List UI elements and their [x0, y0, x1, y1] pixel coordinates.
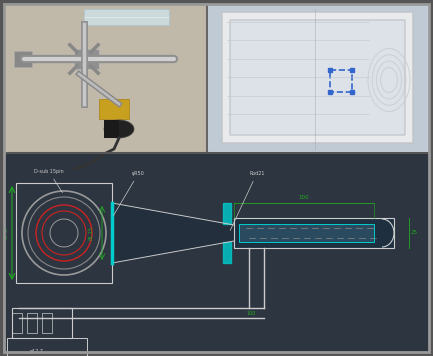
Text: 100: 100 [246, 311, 256, 316]
Bar [104, 120, 119, 138]
Bar [234, 218, 394, 248]
Bar [239, 224, 374, 242]
Bar [207, 4, 429, 153]
Bar [330, 70, 352, 92]
Bar [7, 338, 87, 356]
FancyBboxPatch shape [230, 20, 405, 135]
Text: φ12.7: φ12.7 [30, 349, 44, 354]
Text: 67.5: 67.5 [4, 227, 9, 239]
Text: φR50: φR50 [113, 171, 145, 216]
Bar [12, 313, 22, 333]
FancyBboxPatch shape [222, 12, 413, 143]
Bar [12, 308, 72, 338]
Polygon shape [223, 242, 231, 263]
Bar [84, 9, 169, 25]
Text: Rod21: Rod21 [230, 171, 265, 230]
Text: 25: 25 [411, 230, 418, 236]
Polygon shape [112, 203, 234, 263]
Bar [14, 51, 32, 67]
Bar [5, 5, 206, 152]
Bar [4, 4, 207, 153]
Bar [4, 153, 429, 352]
Ellipse shape [104, 120, 134, 138]
Bar [42, 313, 52, 333]
Bar [209, 6, 427, 151]
Text: D-sub 15pin: D-sub 15pin [34, 169, 64, 193]
Bar [99, 99, 129, 119]
Bar [27, 313, 37, 333]
Text: 81.15: 81.15 [89, 226, 94, 240]
Text: 100: 100 [299, 195, 309, 200]
Polygon shape [223, 203, 231, 224]
Bar [74, 49, 99, 69]
Bar [16, 183, 112, 283]
